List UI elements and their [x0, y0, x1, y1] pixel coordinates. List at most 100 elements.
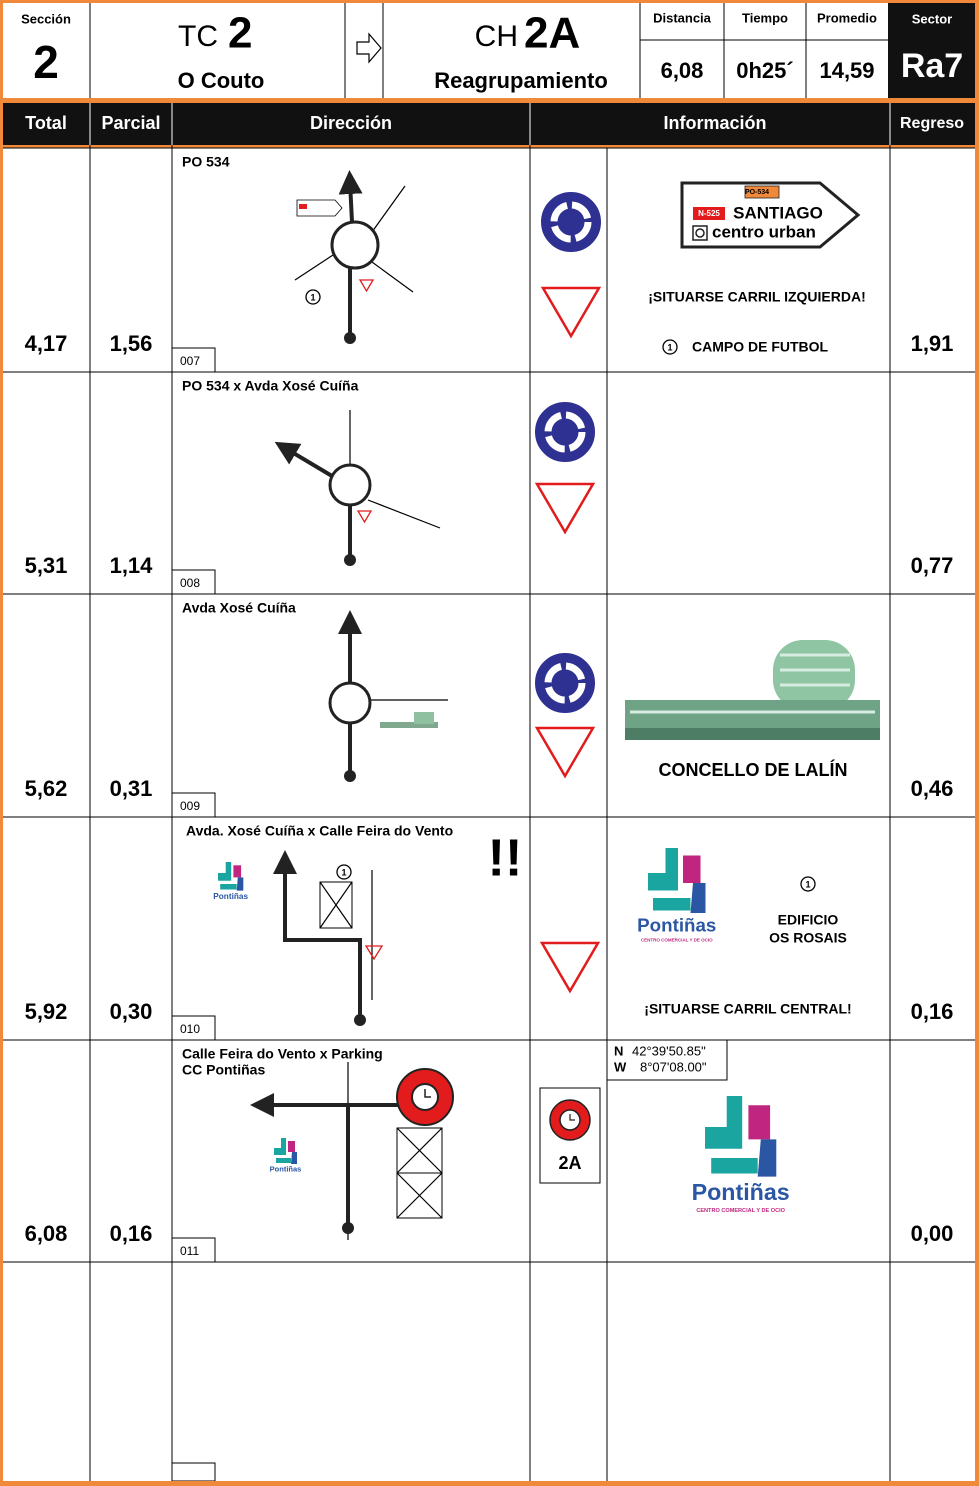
lon: 8°07'08.00" [640, 1059, 707, 1074]
partial: 1,14 [110, 553, 154, 578]
brand-name: Pontiñas [637, 915, 716, 936]
yield-sign [540, 286, 602, 339]
place: EDIFICIO [778, 912, 839, 928]
box [171, 1015, 216, 1041]
brand-logo: Pontiñas [213, 862, 248, 901]
logo-blue [236, 877, 244, 891]
marker: 1 [805, 879, 810, 889]
sector: Ra7 [901, 47, 963, 85]
total: 6,08 [25, 1221, 68, 1246]
direction-title: Calle Feira do Vento x Parking [182, 1046, 383, 1062]
column-header: Regreso [900, 115, 964, 132]
total: 5,31 [25, 553, 68, 578]
warning: !! [488, 830, 523, 888]
diagram-5 [250, 1062, 454, 1240]
note: ¡SITUARSE CARRIL IZQUIERDA! [648, 289, 866, 305]
time-label: Tiempo [742, 10, 788, 25]
signs [533, 190, 603, 1184]
place: CAMPO DE FUTBOL [692, 339, 829, 355]
lat-label: N [614, 1043, 623, 1058]
direction-title: Avda. Xosé Cuíña x Calle Feira do Vento [186, 823, 453, 839]
return: 0,16 [911, 999, 954, 1024]
logo-magenta [748, 1105, 771, 1140]
brand-logo: Pontiñas CENTRO COMERCIAL Y DE OCIO [637, 848, 716, 943]
ch-name: Reagrupamiento [434, 68, 608, 93]
partial: 0,30 [110, 999, 153, 1024]
diagram-4 [273, 850, 384, 1026]
ch-prefix: CH [475, 20, 518, 53]
time: 0h25´ [736, 58, 793, 83]
return: 0,77 [911, 553, 954, 578]
column-header: Total [25, 113, 67, 133]
box [171, 347, 216, 373]
total: 5,92 [25, 999, 68, 1024]
tc-name: O Couto [178, 68, 265, 93]
logo-blue [690, 883, 706, 913]
return: 0,00 [911, 1221, 954, 1246]
direction-title: Avda Xosé Cuíña [182, 600, 296, 616]
partial: 0,31 [110, 776, 153, 801]
box-number: 007 [180, 354, 200, 368]
lat: 42°39'50.85" [632, 1043, 706, 1058]
return: 0,46 [911, 776, 954, 801]
box-number: 011 [180, 1244, 199, 1258]
yield-sign [539, 941, 601, 994]
sign-road: N-525 [698, 209, 720, 218]
diagram-1 [294, 170, 414, 344]
box-number: 010 [180, 1022, 200, 1036]
logo-blue [757, 1139, 777, 1177]
yield-sign [534, 482, 596, 535]
box [171, 792, 216, 818]
section-label: Sección [21, 11, 71, 26]
roundabout-sign [533, 400, 597, 464]
brand-tagline: CENTRO COMERCIAL Y DE OCIO [696, 1208, 785, 1214]
ch-number: 2A [524, 9, 580, 58]
column-header-bg [3, 103, 975, 145]
direction-title: CC Pontiñas [182, 1062, 265, 1078]
distance: 6,08 [661, 58, 704, 83]
sign-line: centro urban [712, 222, 816, 241]
logo-magenta [288, 1141, 295, 1152]
logo-teal [648, 848, 691, 911]
box-number: 009 [180, 799, 200, 813]
brand-tagline: CENTRO COMERCIAL Y DE OCIO [641, 938, 713, 943]
section: 2 [33, 36, 59, 88]
marker: 1 [667, 342, 672, 352]
marker: 1 [341, 867, 346, 877]
yield-sign [534, 726, 596, 779]
direction-title: PO 534 x Avda Xosé Cuíña [182, 378, 359, 394]
roundabout-sign [539, 190, 603, 254]
distance-label: Distancia [653, 10, 712, 25]
sign-line: SANTIAGO [733, 203, 823, 222]
sector-label: Sector [912, 11, 952, 26]
brand-name: Pontiñas [213, 892, 248, 901]
column-header: Información [663, 113, 766, 133]
box [171, 569, 216, 595]
roundabout-ring [544, 411, 586, 453]
header-bg [3, 3, 975, 98]
total: 4,17 [25, 331, 68, 356]
total: 5,62 [25, 776, 68, 801]
direction-sign [662, 181, 861, 355]
box-number: 008 [180, 576, 200, 590]
arrow-icon [356, 32, 382, 64]
roundabout-sign [533, 651, 597, 715]
column-header: Dirección [310, 113, 392, 133]
tc-prefix: TC [178, 20, 218, 53]
brand-logo: Pontiñas CENTRO COMERCIAL Y DE OCIO [692, 1096, 790, 1214]
diagram-3 [328, 610, 448, 782]
building [625, 640, 880, 740]
place: CONCELLO DE LALÍN [659, 759, 848, 780]
roundabout-ring [550, 201, 592, 243]
logo-blue [291, 1152, 297, 1164]
header-lines [89, 3, 888, 98]
logo-teal [274, 1138, 291, 1163]
logo-teal [218, 862, 237, 890]
logo-teal [705, 1096, 758, 1174]
brand-logo: Pontiñas [270, 1138, 301, 1173]
sector-bg [888, 3, 975, 98]
direction-title: PO 534 [182, 154, 230, 170]
sign-label: 2A [558, 1153, 581, 1173]
